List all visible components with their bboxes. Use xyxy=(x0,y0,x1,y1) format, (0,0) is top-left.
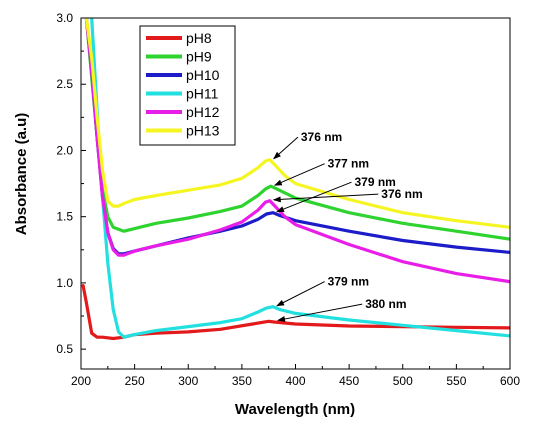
annotation-arrow xyxy=(272,193,379,203)
legend-label: pH10 xyxy=(186,67,220,83)
legend-label: pH8 xyxy=(186,30,212,46)
annotation-arrow xyxy=(276,281,325,307)
annotation-label: 377 nm xyxy=(328,157,369,171)
legend-box xyxy=(139,25,236,146)
x-tick-label: 250 xyxy=(125,374,145,388)
legend: pH8 pH9 pH10 pH11 pH12 pH13 xyxy=(139,25,236,146)
x-tick-label: 400 xyxy=(285,374,305,388)
y-axis-title: Absorbance (a.u) xyxy=(13,113,30,236)
series-line-ph12 xyxy=(84,18,510,284)
series-line-ph8 xyxy=(81,284,510,341)
axes: 200 250 300 350 400 450 500 550 600 0.5 1.0 1.5 2.0 2… xyxy=(56,11,520,388)
x-tick-label: 600 xyxy=(500,374,520,388)
x-tick-label: 500 xyxy=(393,374,413,388)
y-tick-label: 1.5 xyxy=(56,210,73,224)
y-tick-label: 2.5 xyxy=(56,77,73,91)
y-tick-label: 0.5 xyxy=(56,342,73,356)
series-line-ph11 xyxy=(90,18,510,339)
annotation-arrow xyxy=(276,181,352,213)
legend-label: pH13 xyxy=(186,123,220,139)
legend-label: pH11 xyxy=(186,86,219,102)
x-tick-label: 200 xyxy=(71,374,91,388)
y-tick-label: 1.0 xyxy=(56,276,73,290)
legend-label: pH12 xyxy=(186,104,220,120)
annotation-label: 380 nm xyxy=(365,297,406,311)
series-line-ph13 xyxy=(84,18,510,229)
legend-label: pH9 xyxy=(186,49,212,65)
x-axis-title: Wavelength (nm) xyxy=(235,401,355,418)
y-tick-label: 2.0 xyxy=(56,143,73,157)
x-tick-label: 450 xyxy=(339,374,359,388)
x-tick-label: 300 xyxy=(178,374,198,388)
x-tick-label: 550 xyxy=(446,374,466,388)
y-tick-label: 3.0 xyxy=(56,11,73,25)
x-tick-label: 350 xyxy=(232,374,252,388)
annotation-arrow xyxy=(273,163,325,186)
annotation-label: 379 nm xyxy=(328,275,369,289)
annotation-label: 376 nm xyxy=(381,187,422,201)
annotation-label: 379 nm xyxy=(354,175,395,189)
annotation-label: 376 nm xyxy=(301,130,342,144)
plot-lines xyxy=(81,18,510,341)
annotation-arrow xyxy=(277,303,363,322)
annotation-arrow xyxy=(273,136,299,160)
